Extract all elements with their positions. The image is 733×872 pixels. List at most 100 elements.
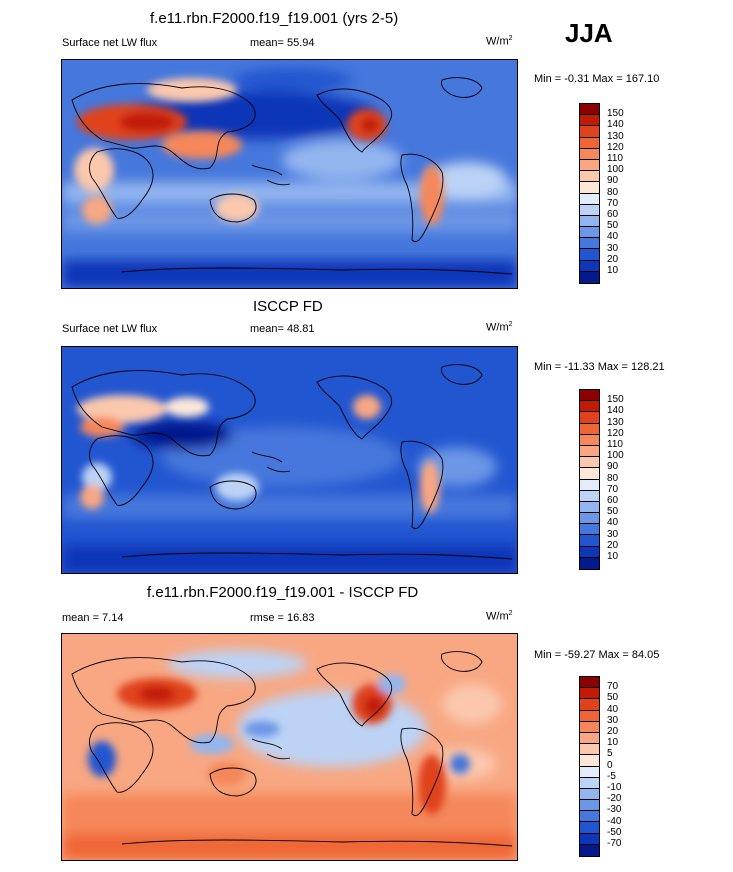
colorbar-tick-label: 110 [607, 153, 623, 164]
colorbar-tick-label: 40 [607, 517, 619, 529]
colorbar-tick-label: -50 [607, 826, 622, 838]
colorbar-tick-label: -10 [607, 782, 622, 793]
colorbar-tick-label: 10 [607, 551, 619, 562]
colorbar-tick-label: 0 [607, 759, 613, 771]
colorbar-tick-label: 90 [607, 175, 619, 187]
panel1-variable-label: Surface net LW flux [62, 37, 158, 49]
colorbar-swatch [580, 557, 599, 569]
colorbar-tick-label: 50 [607, 506, 619, 518]
colorbar-tick-label: 100 [607, 164, 624, 176]
panel1-map [61, 59, 518, 289]
colorbar-swatch [580, 390, 599, 402]
colorbar-tick-label: 100 [607, 450, 624, 462]
colorbar-swatch [580, 148, 599, 160]
colorbar-tick-label: 5 [607, 748, 613, 760]
panel2-map [61, 346, 518, 574]
colorbar-tick-label: 140 [607, 405, 624, 417]
panel1-unit-label: W/m2 [486, 35, 513, 48]
colorbar-swatch [580, 204, 599, 216]
panel2-colorbar-labels: 150 140 130 120 110 100 90 80 70 60 50 40 30 20 10 [607, 389, 647, 567]
panel1-minmax: Min = -0.31 Max = 167.10 [534, 73, 660, 85]
panel3-colorbar-labels: 70 50 40 30 20 10 5 0 -5 -10 -20 -30 -40 -50 -70 [607, 676, 647, 854]
colorbar-swatch [580, 766, 599, 778]
colorbar-swatch [580, 434, 599, 446]
colorbar-swatch [580, 249, 599, 261]
colorbar-swatch [580, 699, 599, 711]
colorbar-tick-label: 150 [607, 108, 624, 120]
colorbar-tick-label: -30 [607, 804, 622, 816]
colorbar-tick-label: 120 [607, 427, 624, 439]
colorbar-tick-label: 150 [607, 394, 624, 406]
colorbar-tick-label: 30 [607, 714, 619, 726]
panel3-map [61, 633, 518, 861]
colorbar-tick-label: 140 [607, 119, 624, 131]
colorbar-swatch [580, 182, 599, 194]
colorbar-swatch [580, 490, 599, 502]
colorbar-swatch [580, 844, 599, 856]
colorbar-swatch [580, 777, 599, 789]
colorbar-swatch [580, 457, 599, 469]
colorbar-tick-label: 80 [607, 186, 619, 198]
colorbar-swatch [580, 732, 599, 745]
panel2-title: ISCCP FD [253, 298, 323, 315]
colorbar-swatch [580, 479, 599, 491]
colorbar-swatch [580, 104, 599, 116]
colorbar-tick-label: 60 [607, 495, 619, 506]
colorbar-swatch [580, 833, 599, 845]
colorbar-tick-label: 130 [607, 130, 624, 142]
colorbar-tick-label: 80 [607, 472, 619, 484]
panel1-colorbar [579, 103, 600, 284]
panel2-mean-label: mean= 48.81 [250, 323, 315, 335]
panel3-mean-label: mean = 7.14 [62, 612, 124, 624]
colorbar-tick-label: 50 [607, 692, 619, 704]
colorbar-tick-label: 70 [607, 483, 619, 495]
panel3-minmax: Min = -59.27 Max = 84.05 [534, 649, 660, 661]
colorbar-swatch [580, 524, 599, 536]
panel1-title: f.e11.rbn.F2000.f19_f19.001 (yrs 2-5) [150, 10, 399, 27]
season-label: JJA [565, 18, 613, 48]
colorbar-tick-label: 90 [607, 461, 619, 473]
colorbar-tick-label: 30 [607, 242, 619, 254]
colorbar-swatch [580, 193, 599, 205]
colorbar-swatch [580, 423, 599, 435]
colorbar-swatch [580, 401, 599, 413]
colorbar-swatch [580, 238, 599, 250]
colorbar-tick-label: 40 [607, 231, 619, 243]
panel1-colorbar-labels: 150 140 130 120 110 100 90 80 70 60 50 40 30 20 10 [607, 103, 647, 281]
panel2-unit-label: W/m2 [486, 321, 513, 334]
colorbar-swatch [580, 468, 599, 480]
colorbar-tick-label: 70 [607, 197, 619, 209]
colorbar-tick-label: 120 [607, 141, 624, 153]
colorbar-tick-label: 110 [607, 439, 623, 450]
colorbar-swatch [580, 513, 599, 525]
colorbar-tick-label: 20 [607, 253, 619, 265]
colorbar-tick-label: 130 [607, 416, 624, 428]
colorbar-tick-label: 10 [607, 737, 619, 749]
colorbar-swatch [580, 412, 599, 424]
colorbar-tick-label: 70 [607, 681, 619, 693]
colorbar-swatch [580, 126, 599, 138]
panel3-title: f.e11.rbn.F2000.f19_f19.001 - ISCCP FD [147, 584, 419, 601]
colorbar-swatch [580, 721, 599, 733]
colorbar-swatch [580, 822, 599, 834]
colorbar-swatch [580, 271, 599, 283]
colorbar-tick-label: 10 [607, 265, 619, 276]
colorbar-swatch [580, 501, 599, 514]
colorbar-tick-label: -5 [607, 770, 616, 782]
colorbar-swatch [580, 755, 599, 767]
panel3-colorbar [579, 676, 600, 857]
colorbar-tick-label: -40 [607, 815, 622, 827]
colorbar-swatch [580, 677, 599, 689]
colorbar-swatch [580, 800, 599, 812]
panel1-mean-label: mean= 55.94 [250, 37, 315, 49]
colorbar-tick-label: 20 [607, 726, 619, 737]
colorbar-swatch [580, 159, 599, 172]
colorbar-swatch [580, 788, 599, 801]
colorbar-swatch [580, 445, 599, 458]
colorbar-swatch [580, 546, 599, 558]
panel3-unit-label: W/m2 [486, 610, 513, 623]
colorbar-swatch [580, 811, 599, 823]
colorbar-tick-label: 50 [607, 220, 619, 232]
colorbar-tick-label: 30 [607, 528, 619, 540]
colorbar-swatch [580, 710, 599, 722]
